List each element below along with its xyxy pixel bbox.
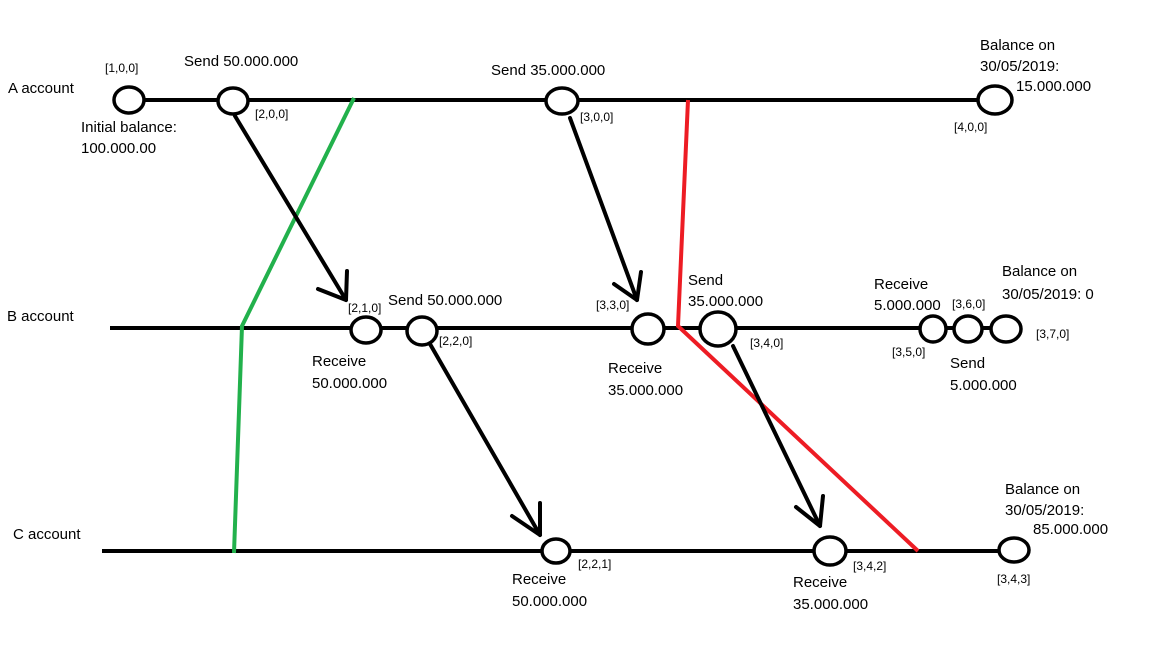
consistent-cut-line	[232, 97, 356, 554]
account-b-label: B account	[7, 308, 75, 325]
message-arrow-a-to-b-1	[233, 114, 349, 302]
event-label-b3-line1: Receive	[608, 360, 662, 377]
event-label-b6-line2: 5.000.000	[950, 377, 1017, 394]
event-b4	[698, 310, 738, 348]
vector-clock-c3: [3,4,3]	[997, 572, 1030, 586]
balance-b-label-2: 30/05/2019: 0	[1002, 286, 1094, 303]
event-label-b1-line1: Receive	[312, 353, 366, 370]
balance-b-label-1: Balance on	[1002, 263, 1077, 280]
vector-clock-a3: [3,0,0]	[580, 110, 613, 124]
event-b7	[989, 314, 1023, 344]
balance-a-label-1: Balance on	[980, 37, 1055, 54]
vector-clock-b4: [3,4,0]	[750, 336, 783, 350]
vector-clock-b5: [3,5,0]	[892, 345, 925, 359]
event-b6	[952, 314, 984, 344]
event-label-b1-line2: 50.000.000	[312, 375, 387, 392]
message-arrow-b-to-c-2	[731, 344, 825, 528]
event-c3	[997, 536, 1031, 564]
vector-clock-a2: [2,0,0]	[255, 107, 288, 121]
inconsistent-cut-line	[675, 99, 920, 553]
event-label-c2-line2: 35.000.000	[793, 596, 868, 613]
balance-a-label-2: 30/05/2019:	[980, 58, 1059, 75]
event-label-b4-line2: 35.000.000	[688, 293, 763, 310]
vector-clock-b7: [3,7,0]	[1036, 327, 1069, 341]
event-a1	[112, 85, 146, 115]
vector-clock-a1: [1,0,0]	[105, 61, 138, 75]
message-arrow-a-to-b-2	[568, 116, 643, 302]
vector-clock-a4: [4,0,0]	[954, 120, 987, 134]
event-label-b4-line1: Send	[688, 272, 723, 289]
event-label-c2-line1: Receive	[793, 574, 847, 591]
event-c2	[812, 535, 848, 567]
message-arrow-b-to-c-1	[428, 342, 542, 537]
event-label-b5-line1: Receive	[874, 276, 928, 293]
event-label-c1-line2: 50.000.000	[512, 593, 587, 610]
event-label-a2: Send 50.000.000	[184, 53, 298, 70]
event-label-b6-line1: Send	[950, 355, 985, 372]
account-c-label: C account	[13, 526, 81, 543]
event-label-b3-line2: 35.000.000	[608, 382, 683, 399]
balance-a-value: 15.000.000	[1016, 78, 1091, 95]
event-b2	[405, 315, 439, 347]
event-label-a3: Send 35.000.000	[491, 62, 605, 79]
event-b3	[630, 312, 666, 346]
vector-clock-b2: [2,2,0]	[439, 334, 472, 348]
balance-c-label-2: 30/05/2019:	[1005, 502, 1084, 519]
event-label-b2: Send 50.000.000	[388, 292, 502, 309]
vector-clock-c1: [2,2,1]	[578, 557, 611, 571]
vector-clock-b3: [3,3,0]	[596, 298, 629, 312]
event-a2	[216, 86, 250, 116]
event-label-b5-line2: 5.000.000	[874, 297, 941, 314]
balance-c-label-1: Balance on	[1005, 481, 1080, 498]
event-c1	[540, 537, 572, 565]
event-b1	[349, 315, 383, 345]
initial-balance-value: 100.000.00	[81, 140, 156, 157]
initial-balance-label: Initial balance:	[81, 119, 177, 136]
event-label-c1-line1: Receive	[512, 571, 566, 588]
event-a3	[544, 86, 580, 116]
event-b5	[918, 314, 948, 344]
event-a4	[976, 84, 1014, 116]
account-a-label: A account	[8, 80, 75, 97]
vector-clock-c2: [3,4,2]	[853, 559, 886, 573]
vector-clock-b1: [2,1,0]	[348, 301, 381, 315]
vector-clock-b6: [3,6,0]	[952, 297, 985, 311]
balance-c-value: 85.000.000	[1033, 521, 1108, 538]
